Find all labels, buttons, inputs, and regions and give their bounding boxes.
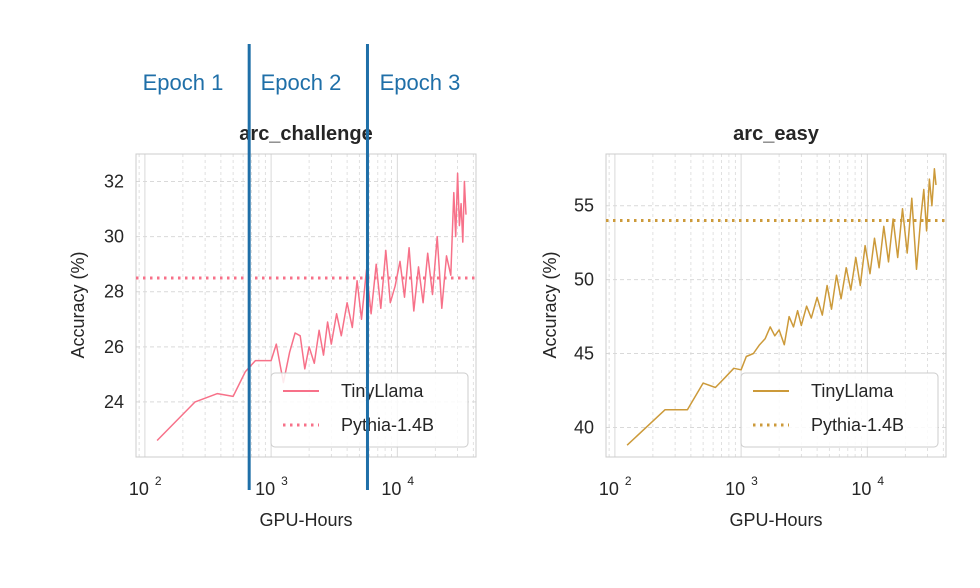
- arc-challenge-legend-box: [270, 372, 469, 448]
- arc-easy-legend-box: [740, 372, 939, 448]
- arc-easy-x-tick-label: 10: [725, 479, 745, 499]
- arc-easy-x-tick-exponent: 3: [751, 474, 758, 488]
- arc-easy-x-tick-exponent: 2: [625, 474, 632, 488]
- arc-challenge-x-tick-label: 10: [129, 479, 149, 499]
- arc-challenge-legend-tinyllama-label: TinyLlama: [341, 381, 424, 401]
- arc-easy-title: arc_easy: [733, 123, 820, 145]
- arc-easy-tinyllama-series: [626, 168, 937, 446]
- arc-easy-y-ticks: 40 45 50 55: [574, 196, 594, 438]
- arc-easy-x-tick-label: 10: [599, 479, 619, 499]
- arc-easy-panel: arc_easy 40 45 50 55 10 2 10 3 10 4 GPU-Hours Ac…: [540, 123, 947, 530]
- arc-challenge-x-tick-exponent: 4: [407, 474, 414, 488]
- arc-easy-y-tick-label: 55: [574, 196, 594, 216]
- arc-easy-x-tick-label: 10: [851, 479, 871, 499]
- arc-challenge-x-tick-label: 10: [381, 479, 401, 499]
- arc-challenge-x-tick-label: 10: [255, 479, 275, 499]
- arc-challenge-legend-pythia-label: Pythia-1.4B: [341, 415, 434, 435]
- arc-challenge-legend: TinyLlama Pythia-1.4B: [270, 372, 469, 448]
- arc-challenge-x-tick-exponent: 2: [155, 474, 162, 488]
- arc-easy-legend: TinyLlama Pythia-1.4B: [740, 372, 939, 448]
- epoch-1-label: Epoch 1: [143, 70, 224, 95]
- arc-challenge-y-tick-label: 24: [104, 392, 124, 412]
- arc-easy-x-tick-exponent: 4: [877, 474, 884, 488]
- arc-challenge-y-ticks: 24 26 28 30 32: [104, 172, 124, 412]
- arc-easy-y-axis-label: Accuracy (%): [540, 251, 560, 358]
- arc-challenge-panel: arc_challenge 24 26 28 30 32 10 2 10 3 10 4 GPU-H…: [68, 123, 477, 530]
- arc-easy-y-tick-label: 40: [574, 417, 594, 437]
- arc-easy-y-tick-label: 45: [574, 344, 594, 364]
- arc-easy-legend-tinyllama-label: TinyLlama: [811, 381, 894, 401]
- arc-challenge-y-tick-label: 28: [104, 282, 124, 302]
- arc-challenge-x-ticks: 10 2 10 3 10 4: [129, 474, 414, 499]
- arc-easy-x-axis-label: GPU-Hours: [729, 510, 822, 530]
- epoch-boundaries: [247, 44, 369, 490]
- arc-easy-legend-pythia-label: Pythia-1.4B: [811, 415, 904, 435]
- arc-easy-tinyllama-line: [626, 168, 937, 446]
- arc-challenge-x-axis-label: GPU-Hours: [259, 510, 352, 530]
- arc-easy-y-tick-label: 50: [574, 270, 594, 290]
- epoch-3-label: Epoch 3: [380, 70, 461, 95]
- arc-easy-x-ticks: 10 2 10 3 10 4: [599, 474, 884, 499]
- arc-challenge-y-tick-label: 30: [104, 227, 124, 247]
- arc-challenge-y-tick-label: 26: [104, 337, 124, 357]
- arc-challenge-y-tick-label: 32: [104, 172, 124, 192]
- epoch-2-label: Epoch 2: [261, 70, 342, 95]
- arc-challenge-x-tick-exponent: 3: [281, 474, 288, 488]
- arc-challenge-title: arc_challenge: [239, 123, 372, 145]
- arc-challenge-y-axis-label: Accuracy (%): [68, 251, 88, 358]
- arc-easy-plot-frame: [605, 153, 947, 458]
- arc-challenge-plot-frame: [135, 153, 477, 458]
